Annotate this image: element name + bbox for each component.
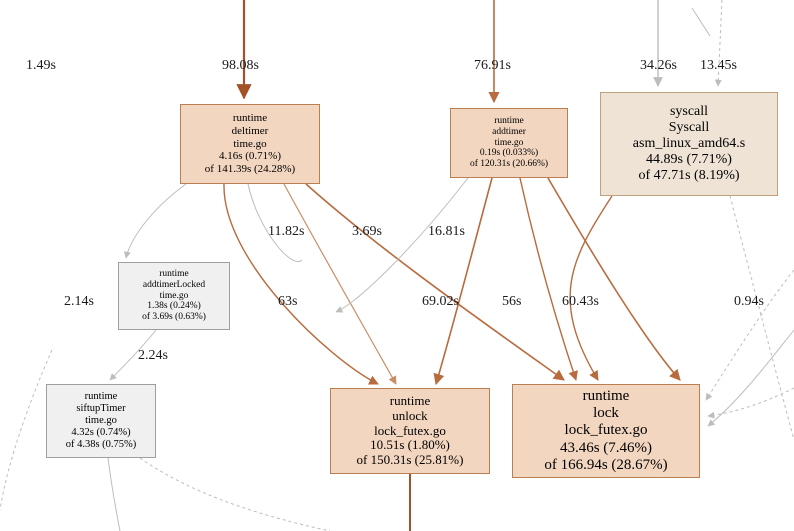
node-text-line: of 166.94s (28.67%) (513, 457, 699, 474)
node-text-line: 43.46s (7.46%) (513, 440, 699, 457)
node-text-line: syscall (601, 104, 777, 120)
edge-label: 1.49s (26, 58, 56, 74)
node-text-line: of 4.38s (0.75%) (47, 439, 155, 451)
node-syscall[interactable]: syscallSyscallasm_linux_amd64.s44.89s (7… (600, 92, 778, 196)
node-text-line: 10.51s (1.80%) (331, 438, 489, 453)
edge-label: 76.91s (474, 58, 511, 74)
node-text-line: 44.89s (7.71%) (601, 152, 777, 168)
node-text-line: unlock (331, 409, 489, 424)
graph-edge (0, 350, 52, 510)
node-deltimer[interactable]: runtimedeltimertime.go4.16s (0.71%)of 14… (180, 104, 320, 184)
graph-edge (436, 178, 492, 384)
edge-label: 2.24s (138, 348, 168, 364)
graph-edge (126, 184, 186, 258)
graph-edge (570, 196, 612, 380)
edge-label: 11.82s (268, 224, 304, 240)
node-text-line: time.go (451, 138, 567, 149)
node-text-line: of 3.69s (0.63%) (119, 312, 229, 323)
edge-label: 13.45s (700, 58, 737, 74)
edge-label: 98.08s (222, 58, 259, 74)
node-text-line: 1.38s (0.24%) (119, 301, 229, 312)
node-text-line: lock (513, 405, 699, 422)
node-text-line: of 47.71s (8.19%) (601, 168, 777, 184)
node-text-line: of 141.39s (24.28%) (181, 163, 319, 176)
node-text-line: of 150.31s (25.81%) (331, 453, 489, 468)
node-text-line: 4.16s (0.71%) (181, 150, 319, 163)
edge-label: 34.26s (640, 58, 677, 74)
node-text-line: addtimerLocked (119, 280, 229, 291)
edge-label: 63s (278, 294, 297, 310)
node-text-line: runtime (47, 391, 155, 403)
graph-edge (692, 8, 710, 36)
node-text-line: Syscall (601, 120, 777, 136)
node-text-line: time.go (119, 291, 229, 302)
node-text-line: of 120.31s (20.66%) (451, 159, 567, 170)
edge-label: 3.69s (352, 224, 382, 240)
edge-label: 69.02s (422, 294, 459, 310)
graph-edge (248, 184, 302, 262)
graph-edge (108, 458, 120, 531)
graph-edge (708, 388, 794, 416)
node-text-line: lock_futex.go (331, 424, 489, 439)
node-text-line: deltimer (181, 125, 319, 138)
node-text-line: runtime (119, 269, 229, 280)
node-text-line: runtime (181, 112, 319, 125)
graph-edge (708, 330, 794, 426)
node-lock[interactable]: runtimelocklock_futex.go43.46s (7.46%)of… (512, 384, 700, 478)
graph-edge (520, 178, 576, 380)
graph-edge (336, 178, 468, 312)
node-text-line: runtime (451, 116, 567, 127)
edge-label: 56s (502, 294, 521, 310)
node-text-line: 0.19s (0.033%) (451, 148, 567, 159)
node-text-line: time.go (47, 415, 155, 427)
node-text-line: time.go (181, 138, 319, 151)
edge-label: 2.14s (64, 294, 94, 310)
node-text-line: 4.32s (0.74%) (47, 427, 155, 439)
graph-edge (548, 178, 680, 380)
edge-label: 60.43s (562, 294, 599, 310)
node-text-line: runtime (513, 388, 699, 405)
node-text-line: siftupTimer (47, 403, 155, 415)
node-addtimerLocked[interactable]: runtimeaddtimerLockedtime.go1.38s (0.24%… (118, 262, 230, 330)
graph-edge (306, 184, 564, 380)
node-unlock[interactable]: runtimeunlocklock_futex.go10.51s (1.80%)… (330, 388, 490, 474)
graph-edge (730, 196, 794, 440)
node-text-line: asm_linux_amd64.s (601, 136, 777, 152)
node-text-line: lock_futex.go (513, 422, 699, 439)
graph-edge (140, 458, 330, 531)
node-text-line: addtimer (451, 127, 567, 138)
edge-label: 0.94s (734, 294, 764, 310)
edge-label: 16.81s (428, 224, 465, 240)
node-text-line: runtime (331, 394, 489, 409)
graph-edge (706, 270, 794, 400)
node-siftupTimer[interactable]: runtimesiftupTimertime.go4.32s (0.74%)of… (46, 384, 156, 458)
node-addtimer[interactable]: runtimeaddtimertime.go0.19s (0.033%)of 1… (450, 108, 568, 178)
